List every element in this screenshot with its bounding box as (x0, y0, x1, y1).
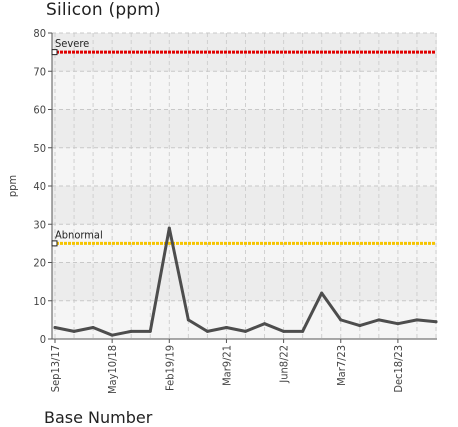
x-tick-label: Mar7/23 (335, 345, 348, 386)
y-tick-label: 40 (33, 180, 46, 193)
y-tick-label: 70 (33, 65, 46, 78)
data-point (186, 318, 190, 322)
reference-label: Severe (55, 37, 89, 50)
reference-marker (51, 240, 58, 247)
chart-title: Silicon (ppm) (46, 0, 161, 20)
data-point (320, 291, 324, 295)
data-point (396, 322, 400, 326)
series-group (53, 226, 438, 337)
x-tick-labels: Sep13/17 May10/18 Feb19/19 Mar9/21 Jun8/22 Ma… (49, 339, 405, 394)
data-point (167, 226, 171, 230)
y-tick-label: 20 (33, 257, 46, 270)
data-point (301, 329, 305, 333)
y-tick-label: 30 (33, 218, 46, 231)
x-tick-label: Feb19/19 (163, 345, 176, 391)
y-tick-label: 60 (33, 104, 46, 117)
horizontal-gridlines (52, 32, 437, 302)
reference-label: Abnormal (55, 228, 103, 241)
data-point (358, 324, 362, 328)
plot-band (52, 262, 437, 301)
plot-bands (52, 33, 437, 301)
y-tick-label: 80 (33, 27, 46, 40)
reference-lines: Severe Abnormal (51, 37, 436, 247)
data-point (91, 326, 95, 330)
plot-band (52, 186, 437, 225)
data-point (72, 329, 76, 333)
y-tick-label: 50 (33, 142, 46, 155)
data-point (53, 326, 57, 330)
y-tick-labels: 0 10 20 30 40 50 60 70 80 (33, 27, 52, 346)
x-tick-label: May10/18 (106, 345, 119, 394)
data-point (263, 322, 267, 326)
reference-marker (51, 49, 58, 56)
data-point (415, 318, 419, 322)
x-tick-label: Dec18/23 (392, 345, 405, 393)
x-tick-label: Mar9/21 (220, 345, 233, 386)
data-point (148, 329, 152, 333)
data-point (434, 320, 438, 324)
data-point (224, 326, 228, 330)
vertical-gridlines (54, 33, 437, 339)
data-point (244, 329, 247, 333)
x-axis-title: Base Number (44, 408, 153, 427)
x-tick-label: Jun8/22 (278, 345, 291, 384)
data-point (339, 318, 343, 322)
y-tick-label: 10 (33, 295, 46, 308)
data-point (282, 329, 286, 333)
data-point (377, 318, 381, 322)
data-point (129, 329, 133, 333)
plot-band (52, 109, 437, 148)
y-tick-label: 0 (40, 333, 46, 346)
y-axis-title: ppm (6, 175, 19, 197)
x-tick-label: Sep13/17 (49, 345, 62, 392)
data-point (205, 329, 209, 333)
data-point (110, 333, 114, 337)
